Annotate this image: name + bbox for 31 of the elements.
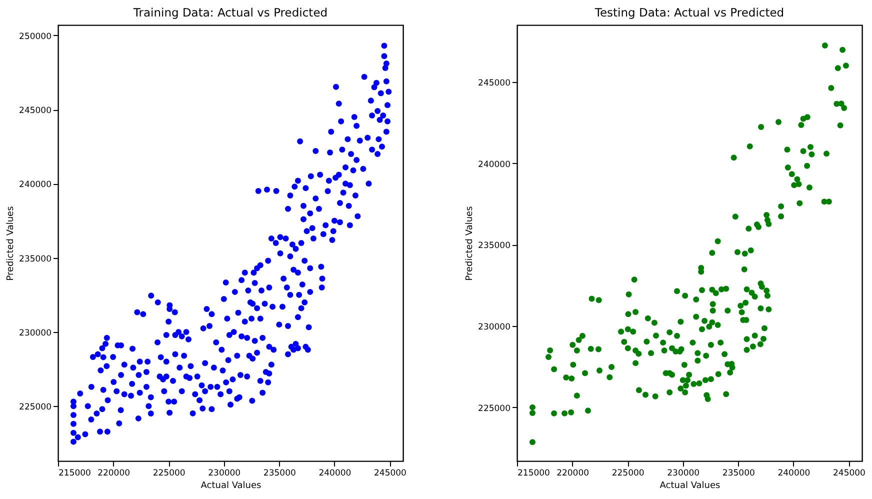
chart-title: Training Data: Actual vs Predicted [132,6,328,20]
x-tick-label: 220000 [556,468,590,478]
y-tick-label: 250000 [19,32,52,42]
x-tick-label: 235000 [263,468,296,478]
x-tick-label: 245000 [833,468,866,478]
y-axis-title: Predicted Values [465,206,476,281]
y-tick-label: 235000 [478,241,510,252]
x-axis-title: Actual Values [200,481,262,491]
x-tick-label: 230000 [667,468,700,478]
x-tick-label: 215000 [518,468,550,478]
x-tick-label: 235000 [722,468,755,478]
y-tick-label: 245000 [478,78,510,88]
y-tick-label: 230000 [19,328,52,338]
y-tick-label: 230000 [478,322,510,332]
y-axis-title: Predicted Values [6,206,16,281]
x-tick-label: 215000 [58,468,91,478]
x-axis-title: Actual Values [660,481,721,491]
x-tick-label: 240000 [318,468,352,478]
x-tick-label: 225000 [612,468,644,478]
y-tick-label: 245000 [19,106,52,116]
y-tick-label: 225000 [478,404,510,414]
x-tick-label: 225000 [152,468,186,478]
y-tick-label: 225000 [19,402,52,413]
x-tick-label: 240000 [778,468,810,478]
x-tick-label: 220000 [98,468,130,478]
x-tick-label: 245000 [374,468,406,478]
y-tick-label: 240000 [478,160,510,170]
y-tick-label: 235000 [19,254,52,264]
x-tick-label: 230000 [208,468,241,478]
y-tick-label: 240000 [19,180,52,190]
chart-title: Testing Data: Actual vs Predicted [594,6,784,20]
